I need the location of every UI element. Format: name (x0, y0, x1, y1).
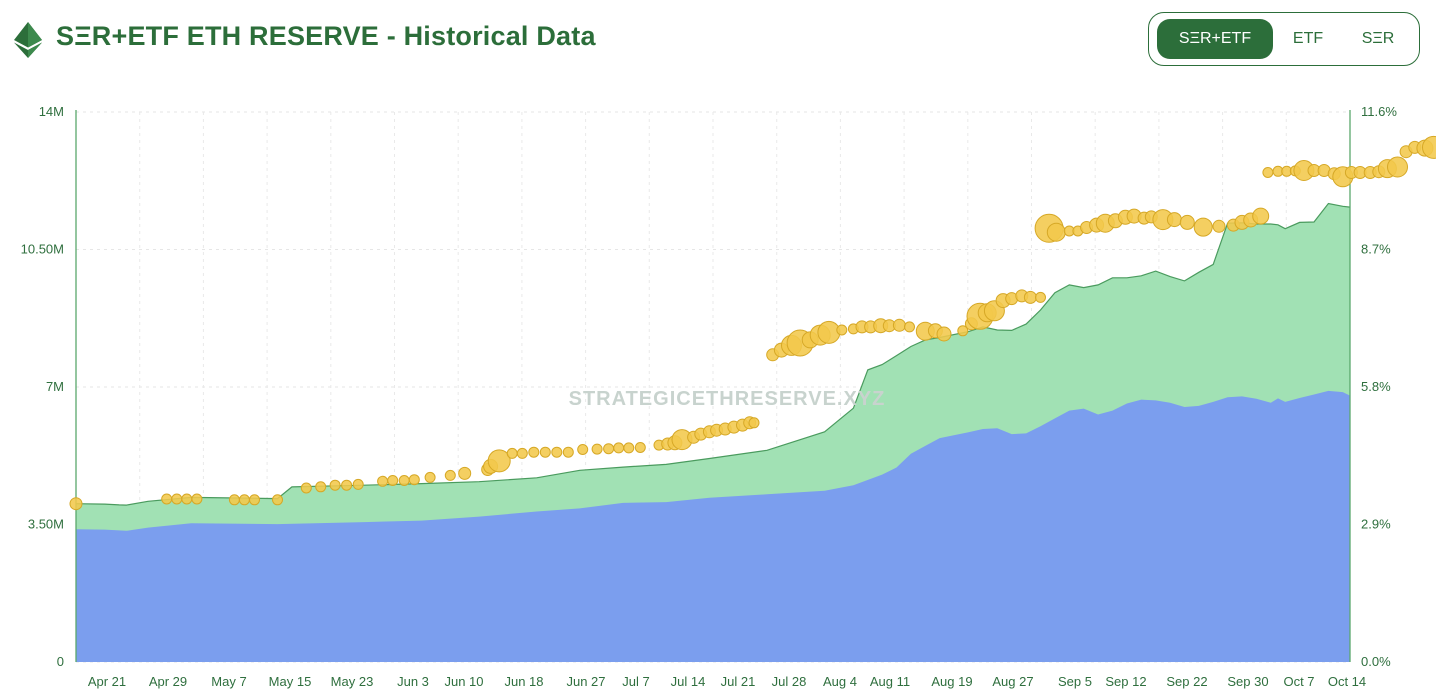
y-axis-left-tick-label: 7M (46, 379, 64, 394)
dataset-toggle: SΞR+ETF ETF SΞR (1148, 12, 1420, 66)
purchase-bubble (181, 493, 193, 505)
y-axis-left-tick-label: 14M (39, 104, 64, 119)
purchase-bubble (1262, 167, 1274, 178)
y-axis-right-tick-label: 11.6% (1361, 104, 1397, 119)
x-axis-tick-label: Sep 22 (1166, 674, 1207, 689)
x-axis-tick-label: May 15 (269, 674, 312, 689)
x-axis-tick-label: Apr 29 (149, 674, 187, 689)
purchase-bubble (458, 466, 472, 480)
x-axis-tick-label: Aug 19 (931, 674, 972, 689)
purchase-bubble (1212, 219, 1226, 233)
purchase-bubble (1179, 214, 1195, 230)
x-axis-tick-label: Oct 7 (1283, 674, 1314, 689)
x-axis-tick-label: Aug 11 (870, 674, 910, 689)
x-axis-tick-label: Jun 27 (566, 674, 605, 689)
purchase-bubble (444, 469, 456, 481)
watermark-text: STRATEGICETHRESERVE.XYZ (569, 388, 886, 410)
purchase-bubble (341, 479, 353, 491)
page-title: SΞR+ETF ETH RESERVE - Historical Data (56, 21, 596, 51)
x-axis-tick-label: Jul 14 (671, 674, 706, 689)
purchase-bubble (228, 494, 240, 506)
purchase-bubble (817, 320, 841, 344)
y-axis-right-tick-label: 5.8% (1361, 379, 1391, 394)
purchase-bubble (551, 446, 563, 458)
purchase-bubble (1166, 212, 1182, 228)
x-axis-tick-label: Jun 18 (504, 674, 543, 689)
purchase-bubble (634, 442, 646, 453)
purchase-bubble (398, 475, 410, 486)
etf-holdings-area (76, 390, 1350, 662)
x-axis-tick-label: Sep 5 (1058, 674, 1092, 689)
x-axis-tick-label: May 7 (211, 674, 246, 689)
y-axis-right-tick-label: 8.7% (1361, 242, 1391, 257)
purchase-bubble (408, 474, 420, 486)
toggle-ser-etf-button[interactable]: SΞR+ETF (1157, 19, 1273, 59)
x-axis-tick-label: Aug 4 (823, 674, 857, 689)
purchase-bubble (300, 482, 312, 494)
x-axis-tick-label: Sep 30 (1227, 674, 1268, 689)
purchase-bubble (1422, 135, 1436, 159)
purchase-bubble (1252, 207, 1270, 225)
purchase-bubble (603, 443, 615, 455)
x-axis-tick-label: Jul 28 (772, 674, 807, 689)
x-axis-ticks: Apr 21 Apr 29 May 7 May 15 May 23 Jun 3 Jun 10… (88, 674, 1366, 689)
x-axis-tick-label: May 23 (331, 674, 374, 689)
purchase-bubble (957, 325, 969, 337)
purchase-bubble (836, 324, 848, 336)
purchase-bubble (892, 318, 906, 332)
purchase-bubble (69, 497, 83, 511)
purchase-bubble (387, 475, 399, 486)
purchase-bubble (487, 449, 511, 473)
purchase-bubble (191, 493, 203, 505)
purchase-bubble (748, 417, 760, 429)
y-axis-right-tick-label: 0.0% (1361, 654, 1391, 669)
right-y-axis-ticks: 0.0% 2.9% 5.8% 8.7% 11.6% (1361, 104, 1397, 669)
purchase-bubble (238, 494, 250, 506)
x-axis-tick-label: Sep 12 (1105, 674, 1146, 689)
x-axis-tick-label: Jun 10 (444, 674, 483, 689)
purchase-bubble (591, 443, 603, 455)
x-axis-tick-label: Jul 21 (721, 674, 756, 689)
purchase-bubble (272, 494, 283, 506)
toggle-etf-button[interactable]: ETF (1292, 30, 1324, 47)
purchase-bubble (506, 447, 518, 459)
purchase-bubble (377, 475, 389, 487)
y-axis-left-tick-label: 10.50M (21, 242, 64, 257)
y-axis-left-tick-label: 0 (57, 654, 64, 669)
purchase-bubble (1035, 291, 1046, 303)
x-axis-tick-label: Jun 3 (397, 674, 429, 689)
purchase-bubble (904, 321, 915, 333)
purchase-bubble (539, 446, 551, 458)
left-y-axis-ticks: 0 3.50M 7M 10.50M 14M (21, 104, 64, 669)
purchase-bubble (562, 446, 574, 458)
toggle-ser-button[interactable]: SΞR (1361, 30, 1395, 47)
purchase-bubble (613, 442, 625, 454)
y-axis-right-tick-label: 2.9% (1361, 517, 1391, 532)
x-axis-tick-label: Aug 27 (992, 674, 1033, 689)
purchase-bubble (352, 478, 364, 490)
chart-header: SΞR+ETF ETH RESERVE - Historical Data SΞ… (0, 0, 1436, 86)
purchase-bubble (171, 493, 183, 505)
reserve-area-chart: STRATEGICETHRESERVE.XYZ 0 3.50M 7M 10.50M 14… (21, 104, 1436, 689)
ethereum-diamond-icon (14, 22, 42, 58)
purchase-bubble (1193, 217, 1213, 237)
purchase-bubble (528, 446, 540, 458)
x-axis-tick-label: Apr 21 (88, 674, 126, 689)
purchase-bubble (516, 447, 528, 459)
purchase-bubble (1023, 290, 1037, 304)
purchase-bubble (161, 493, 173, 505)
purchase-bubble (577, 444, 589, 455)
x-axis-tick-label: Oct 14 (1328, 674, 1366, 689)
purchase-bubble (249, 494, 260, 506)
y-axis-left-tick-label: 3.50M (28, 517, 64, 532)
purchase-bubbles (69, 135, 1436, 511)
purchase-bubble (315, 481, 327, 493)
purchase-bubble (1387, 156, 1408, 178)
purchase-bubble (936, 326, 952, 342)
purchase-bubble (329, 479, 341, 491)
purchase-bubble (424, 471, 436, 483)
purchase-bubble (623, 442, 635, 454)
purchase-bubble (1046, 222, 1066, 242)
x-axis-tick-label: Jul 7 (622, 674, 649, 689)
